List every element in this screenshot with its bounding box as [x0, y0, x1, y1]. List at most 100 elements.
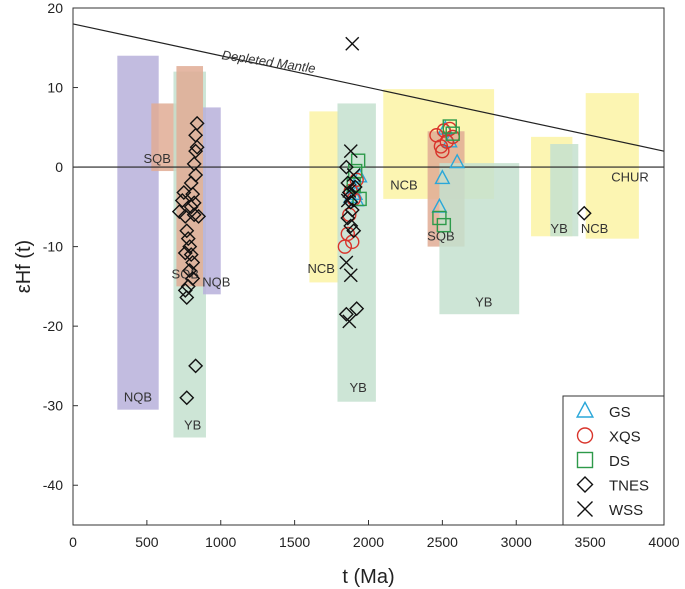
legend-marker-ds [576, 451, 594, 469]
reference-lines [72, 23, 665, 168]
point-tnes [189, 139, 205, 155]
label-nqb: NQB [202, 274, 230, 289]
point-tnes [176, 185, 192, 201]
point-tnes [171, 204, 187, 220]
label-yb: YB [349, 380, 366, 395]
point-xqs [433, 139, 449, 154]
legend-label-ds: DS [609, 453, 630, 470]
x-tick-label: 2000 [353, 534, 384, 550]
x-axis-label: t (Ma) [342, 566, 394, 588]
point-tnes [188, 143, 204, 159]
legend-marker-gs [575, 400, 595, 418]
point-tnes [188, 358, 204, 374]
point-tnes [338, 306, 354, 322]
label-ncb: NCB [390, 177, 417, 192]
label-sqb: SQB [143, 151, 170, 166]
legend: GS XQS DS TNES WSS [562, 395, 665, 526]
y-tick-label: -20 [43, 318, 63, 334]
point-wss [339, 255, 354, 270]
y-tick-label: -30 [43, 398, 63, 414]
depleted-mantle-line [72, 23, 665, 152]
legend-marker-xqs [576, 427, 594, 444]
label-yb: YB [184, 418, 201, 433]
point-wss [343, 144, 358, 159]
point-ds [445, 126, 460, 141]
x-tick-label: 3000 [501, 534, 532, 550]
point-wss [345, 36, 360, 51]
point-tnes [347, 179, 363, 195]
point-tnes [186, 195, 202, 211]
y-tick-label: 0 [55, 159, 63, 175]
point-tnes [343, 218, 359, 234]
point-tnes [179, 223, 195, 239]
point-tnes [349, 301, 365, 317]
point-tnes [174, 192, 190, 208]
region-ncb-5 [309, 111, 339, 283]
label-yb: YB [550, 221, 567, 236]
point-tnes [188, 127, 204, 143]
point-xqs [340, 226, 356, 242]
point-tnes [576, 205, 592, 221]
axes: 0 500 1000 1500 2000 2500 3000 3500 4000 20 10 0 -10… [43, 0, 680, 550]
y-tick-label: 20 [47, 0, 63, 16]
point-wss [343, 268, 358, 283]
point-tnes [180, 231, 196, 247]
shaded-regions [117, 55, 639, 438]
point-tnes [189, 115, 205, 131]
x-tick-label: 0 [69, 534, 77, 550]
y-tick-label: -40 [43, 477, 63, 493]
point-tnes [179, 290, 195, 306]
point-wss [340, 193, 355, 208]
region-sqb-1 [151, 103, 177, 172]
y-tick-label: 10 [47, 80, 63, 96]
data-points [171, 36, 592, 406]
x-tick-label: 500 [135, 534, 159, 550]
point-wss [342, 314, 357, 329]
point-tnes [191, 208, 207, 224]
point-ds [350, 153, 366, 168]
label-sqb: SQB [172, 266, 199, 281]
x-tick-label: 2500 [427, 534, 458, 550]
y-axis-label: εHf (t) [13, 240, 35, 293]
region-ncb-12 [585, 93, 639, 239]
point-tnes [185, 255, 201, 271]
point-gs [449, 153, 466, 169]
point-tnes [182, 239, 198, 255]
legend-label-wss: WSS [609, 502, 643, 519]
label-chur: CHUR [611, 169, 649, 184]
label-ncb: NCB [581, 221, 608, 236]
point-tnes [182, 262, 198, 278]
x-tick-label: 1000 [205, 534, 236, 550]
label-depleted-mantle: Depleted Mantle [221, 47, 317, 76]
point-ds [436, 217, 452, 233]
point-tnes [183, 247, 199, 263]
point-gs [434, 169, 451, 185]
point-tnes [338, 159, 354, 175]
legend-label-gs: GS [609, 404, 631, 421]
region-yb-9 [439, 163, 520, 315]
label-nqb: NQB [124, 390, 152, 405]
x-tick-label: 1500 [279, 534, 310, 550]
label-yb: YB [475, 294, 492, 309]
legend-label-xqs: XQS [609, 429, 641, 446]
point-tnes [177, 208, 193, 224]
label-ncb: NCB [307, 261, 334, 276]
x-tick-label: 4000 [648, 534, 679, 550]
legend-marker-wss [577, 501, 593, 517]
point-tnes [346, 223, 362, 239]
point-wss [346, 168, 361, 183]
region-nqb-4 [203, 107, 221, 295]
legend-marker-tnes [576, 476, 594, 493]
point-tnes [340, 210, 356, 226]
legend-label-tnes: TNES [609, 478, 649, 495]
point-tnes [185, 186, 201, 202]
region-yb-11 [550, 144, 579, 237]
point-tnes [183, 199, 199, 215]
point-tnes [179, 390, 195, 406]
point-tnes [177, 282, 193, 298]
x-tick-label: 3500 [575, 534, 606, 550]
point-tnes [186, 207, 202, 223]
y-tick-label: -10 [43, 239, 63, 255]
point-tnes [177, 245, 193, 261]
